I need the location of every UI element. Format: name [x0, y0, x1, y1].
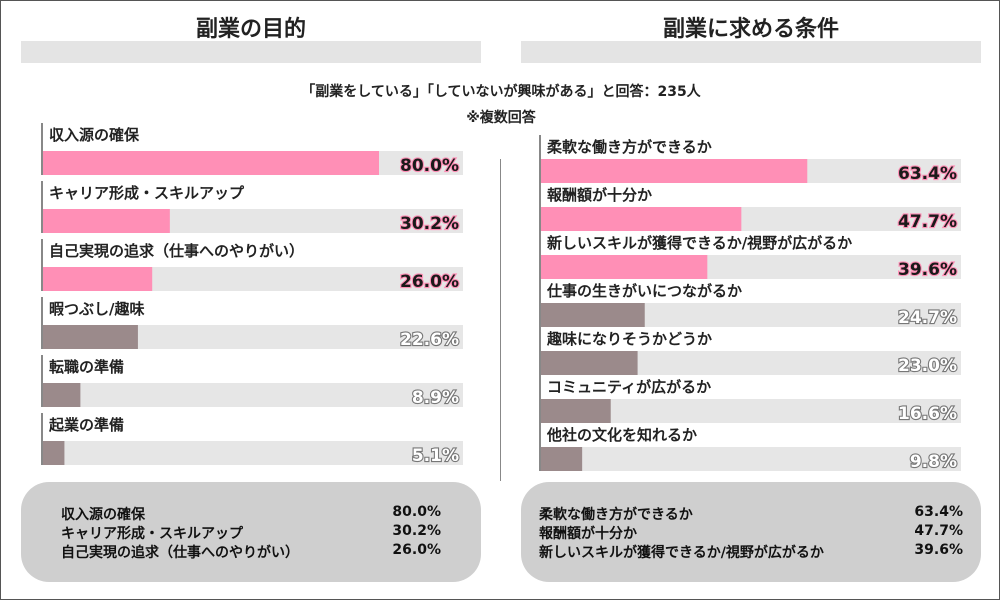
left-bar-4 [43, 325, 138, 349]
left-category-label-1: 収入源の確保 [49, 126, 140, 144]
right-category-label-3: 新しいスキルが獲得できるか/視野が広がるか [547, 234, 852, 252]
right-summary-box: 柔軟な働き方ができるか 63.4% 報酬額が十分か 47.7% 新しいスキルが獲… [521, 482, 981, 582]
left-value-label-6: 5.1% [412, 446, 459, 466]
right-bar-5 [541, 351, 638, 375]
summary-right-value-2: 47.7% [914, 523, 963, 539]
right-accent-2 [539, 183, 541, 231]
left-accent-6 [41, 413, 43, 465]
left-accent-3 [41, 239, 43, 291]
left-category-label-5: 転職の準備 [49, 358, 124, 376]
summary-left-label-3: 自己実現の追求（仕事へのやりがい） [61, 545, 299, 561]
left-track-5 [43, 383, 463, 407]
summary-left-label-2: キャリア形成・スキルアップ [61, 526, 243, 542]
left-bar-3 [43, 267, 153, 291]
right-category-label-4: 仕事の生きがいにつながるか [546, 282, 742, 300]
left-bar-chart: 収入源の確保 80.0% キャリア形成・スキルアップ 30.2% 自己実現の追求（仕事へ… [41, 123, 463, 467]
left-bar-2 [43, 209, 170, 233]
summary-right-label-1: 柔軟な働き方ができるか [539, 507, 693, 523]
left-category-label-4: 暇つぶし/趣味 [49, 300, 144, 318]
summary-right-value-3: 39.6% [914, 542, 963, 558]
summary-left-value-2: 30.2% [392, 523, 441, 539]
left-bar-5 [43, 383, 81, 407]
right-category-label-2: 報酬額が十分か [547, 186, 652, 204]
right-bar-3 [541, 255, 708, 279]
left-bar-1 [43, 151, 379, 175]
left-chart-title: 副業の目的 [195, 17, 306, 42]
right-accent-6 [539, 375, 541, 423]
right-bar-chart: 柔軟な働き方ができるか 63.4% 報酬額が十分か 47.7% 新しいスキルが獲得できる… [539, 135, 961, 471]
right-category-label-1: 柔軟な働き方ができるか [547, 138, 712, 156]
right-accent-4 [539, 279, 541, 327]
panel-divider [500, 159, 501, 481]
right-value-label-1: 63.4% [898, 164, 957, 184]
right-bar-7 [541, 447, 583, 471]
left-value-label-5: 8.9% [412, 388, 459, 408]
summary-right-label-2: 報酬額が十分か [539, 526, 637, 542]
right-track-7 [541, 447, 961, 471]
right-accent-3 [539, 231, 541, 279]
right-category-label-5: 趣味になりそうかどうか [546, 330, 712, 348]
right-value-label-7: 9.8% [910, 452, 957, 471]
right-title-bar [521, 41, 981, 63]
left-category-label-6: 起業の準備 [48, 416, 124, 434]
right-value-label-4: 24.7% [898, 308, 957, 328]
left-category-label-2: キャリア形成・スキルアップ [49, 184, 245, 202]
left-accent-5 [41, 355, 43, 407]
left-accent-2 [41, 181, 43, 233]
right-accent-5 [539, 327, 541, 375]
left-accent-4 [41, 297, 43, 349]
summary-left-value-1: 80.0% [392, 504, 441, 520]
right-value-label-6: 16.6% [898, 404, 957, 424]
summary-left-label-1: 収入源の確保 [61, 507, 145, 523]
left-summary-box: 収入源の確保 80.0% キャリア形成・スキルアップ 30.2% 自己実現の追求… [21, 482, 481, 582]
right-bar-2 [541, 207, 742, 231]
right-bar-4 [541, 303, 645, 327]
summary-right-value-1: 63.4% [914, 504, 963, 520]
respondents-note: 「副業をしている」「していないが興味がある」と回答：235人 [301, 84, 701, 100]
right-value-label-3: 39.6% [898, 260, 957, 280]
right-value-label-5: 23.0% [898, 356, 957, 376]
right-accent-1 [539, 135, 541, 183]
right-value-label-2: 47.7% [898, 212, 957, 232]
right-category-label-6: コミュニティが広がるか [547, 378, 711, 396]
right-category-label-7: 他社の文化を知れるか [546, 426, 697, 444]
left-value-label-4: 22.6% [400, 330, 459, 350]
right-track-6 [541, 399, 961, 423]
multiple-answer-note: ※複数回答 [466, 110, 536, 126]
left-accent-1 [41, 123, 43, 175]
left-category-label-3: 自己実現の追求（仕事へのやりがい） [49, 242, 304, 260]
summary-left-value-3: 26.0% [392, 542, 441, 558]
right-chart-title: 副業に求める条件 [662, 17, 839, 42]
left-track-6 [43, 441, 463, 465]
left-value-label-1: 80.0% [400, 156, 459, 176]
left-value-label-2: 30.2% [400, 214, 459, 234]
left-value-label-3: 26.0% [400, 272, 459, 292]
right-bar-6 [541, 399, 611, 423]
summary-right-label-3: 新しいスキルが獲得できるか/視野が広がるか [539, 545, 824, 561]
left-title-bar [21, 41, 481, 63]
right-accent-7 [539, 423, 541, 471]
left-bar-6 [43, 441, 65, 465]
right-bar-1 [541, 159, 808, 183]
